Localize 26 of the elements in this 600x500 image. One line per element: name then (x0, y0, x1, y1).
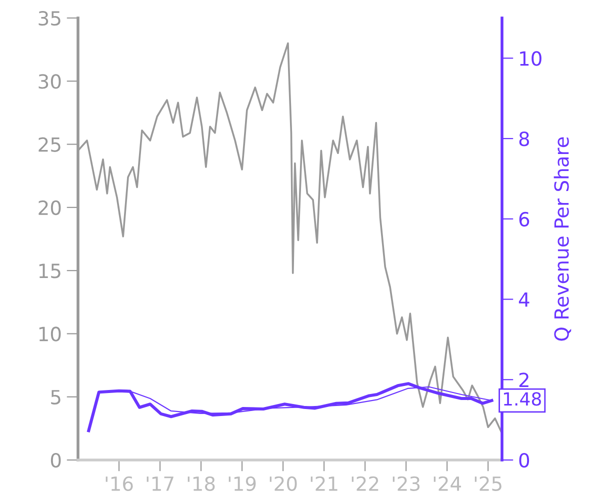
x-tick-label: '21 (310, 476, 338, 491)
y2-tick-label: 4 (518, 292, 530, 307)
y2-tick-label: 10 (520, 51, 542, 66)
y2-tick-label: 8 (519, 132, 530, 146)
y-tick-label: 35 (38, 10, 60, 26)
x-tick-label: '24 (434, 476, 462, 491)
x-tick-label: '22 (352, 476, 378, 491)
x-tick-label: '18 (188, 476, 215, 492)
y2-tick-label: 2 (519, 372, 528, 388)
y2-tick-label: 0 (519, 452, 530, 468)
data-label: 1.48 (504, 392, 541, 406)
y-tick-label: 5 (51, 390, 60, 405)
x-tick-label: '20 (270, 476, 297, 492)
x-tick-label: '25 (474, 476, 502, 492)
x-tick-label: '19 (228, 476, 256, 492)
y-tick-label: 15 (39, 264, 60, 278)
y-tick-label: 30 (38, 74, 61, 89)
y-tick-label: 25 (38, 137, 60, 152)
y2-tick-label: 6 (519, 212, 530, 227)
y-tick-label: 0 (50, 452, 61, 468)
y-tick-label: 20 (38, 200, 61, 216)
x-tick-label: '17 (146, 476, 174, 491)
x-tick-label: '16 (106, 476, 133, 492)
x-tick-label: '23 (392, 476, 420, 492)
y2-axis-title: Q Revenue Per Share (554, 137, 572, 341)
y-tick-label: 10 (39, 326, 61, 342)
